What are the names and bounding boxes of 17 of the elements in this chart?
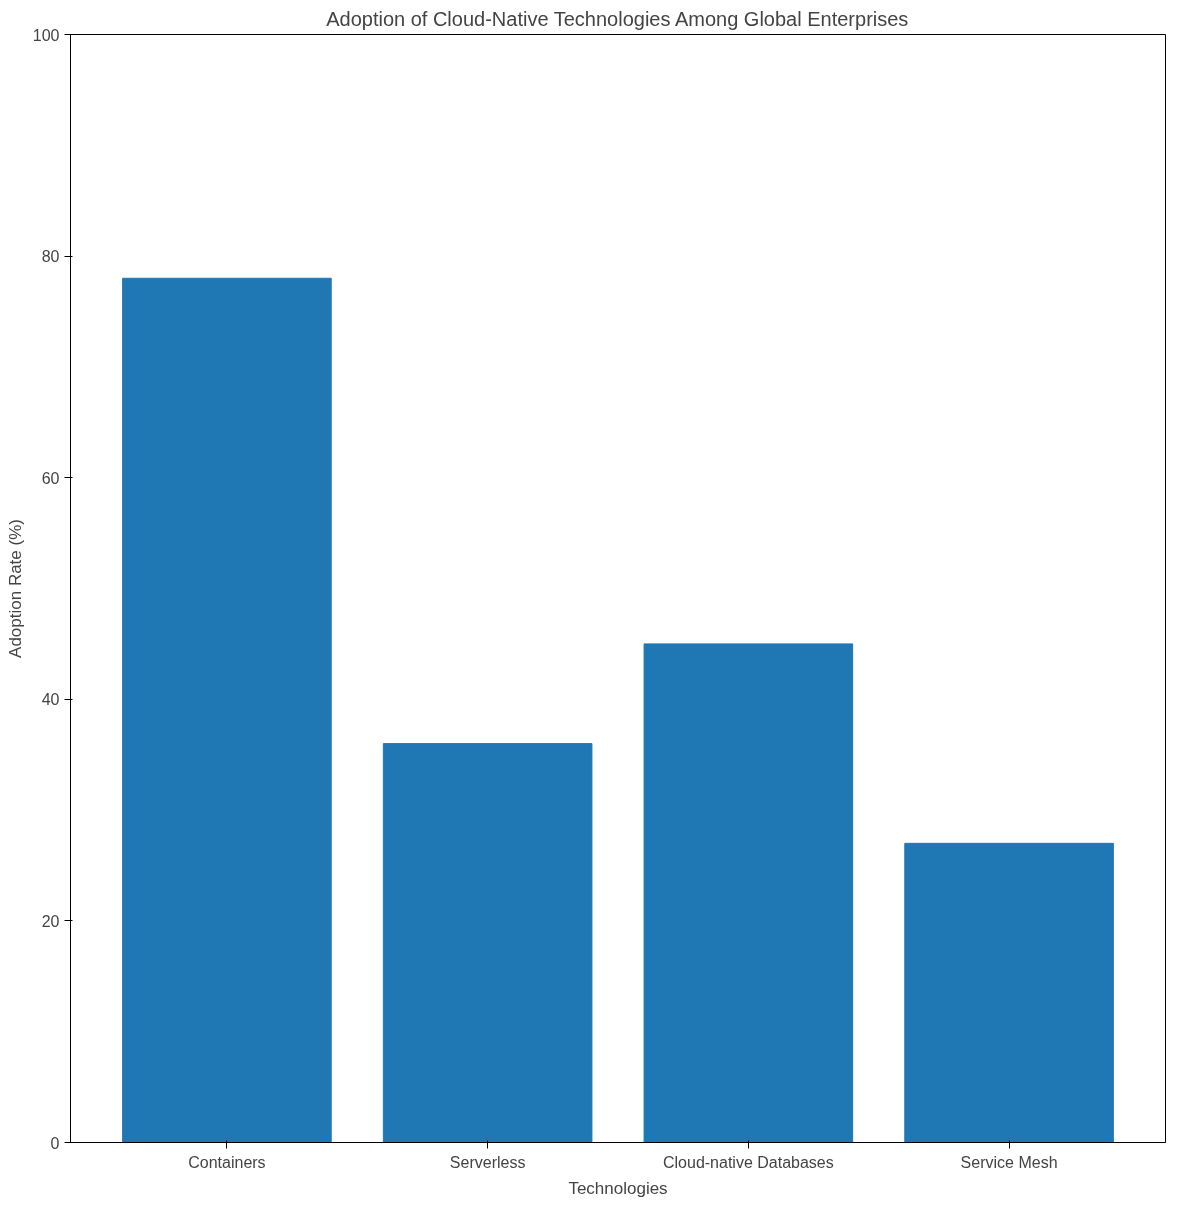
y-tick-label: 40	[41, 691, 60, 709]
x-tick-label: Containers	[188, 1153, 266, 1171]
x-tick-label: Cloud-native Databases	[662, 1153, 834, 1171]
y-tick-label: 100	[32, 26, 60, 44]
y-axis-title: Adoption Rate (%)	[5, 519, 25, 658]
y-tick-label: 80	[41, 248, 60, 266]
bar	[122, 277, 332, 1143]
chart-title: Adoption of Cloud-Native Technologies Among Global Enterprises	[326, 7, 909, 30]
y-tick-label: 60	[41, 469, 60, 487]
x-tick-label: Service Mesh	[960, 1153, 1058, 1171]
bar	[382, 743, 593, 1143]
x-tick-label: Serverless	[449, 1153, 526, 1171]
x-axis-title: Technologies	[568, 1178, 668, 1198]
bar	[904, 842, 1114, 1143]
bar	[643, 643, 854, 1143]
y-tick-label: 20	[41, 912, 60, 930]
y-tick-label: 0	[50, 1134, 60, 1152]
